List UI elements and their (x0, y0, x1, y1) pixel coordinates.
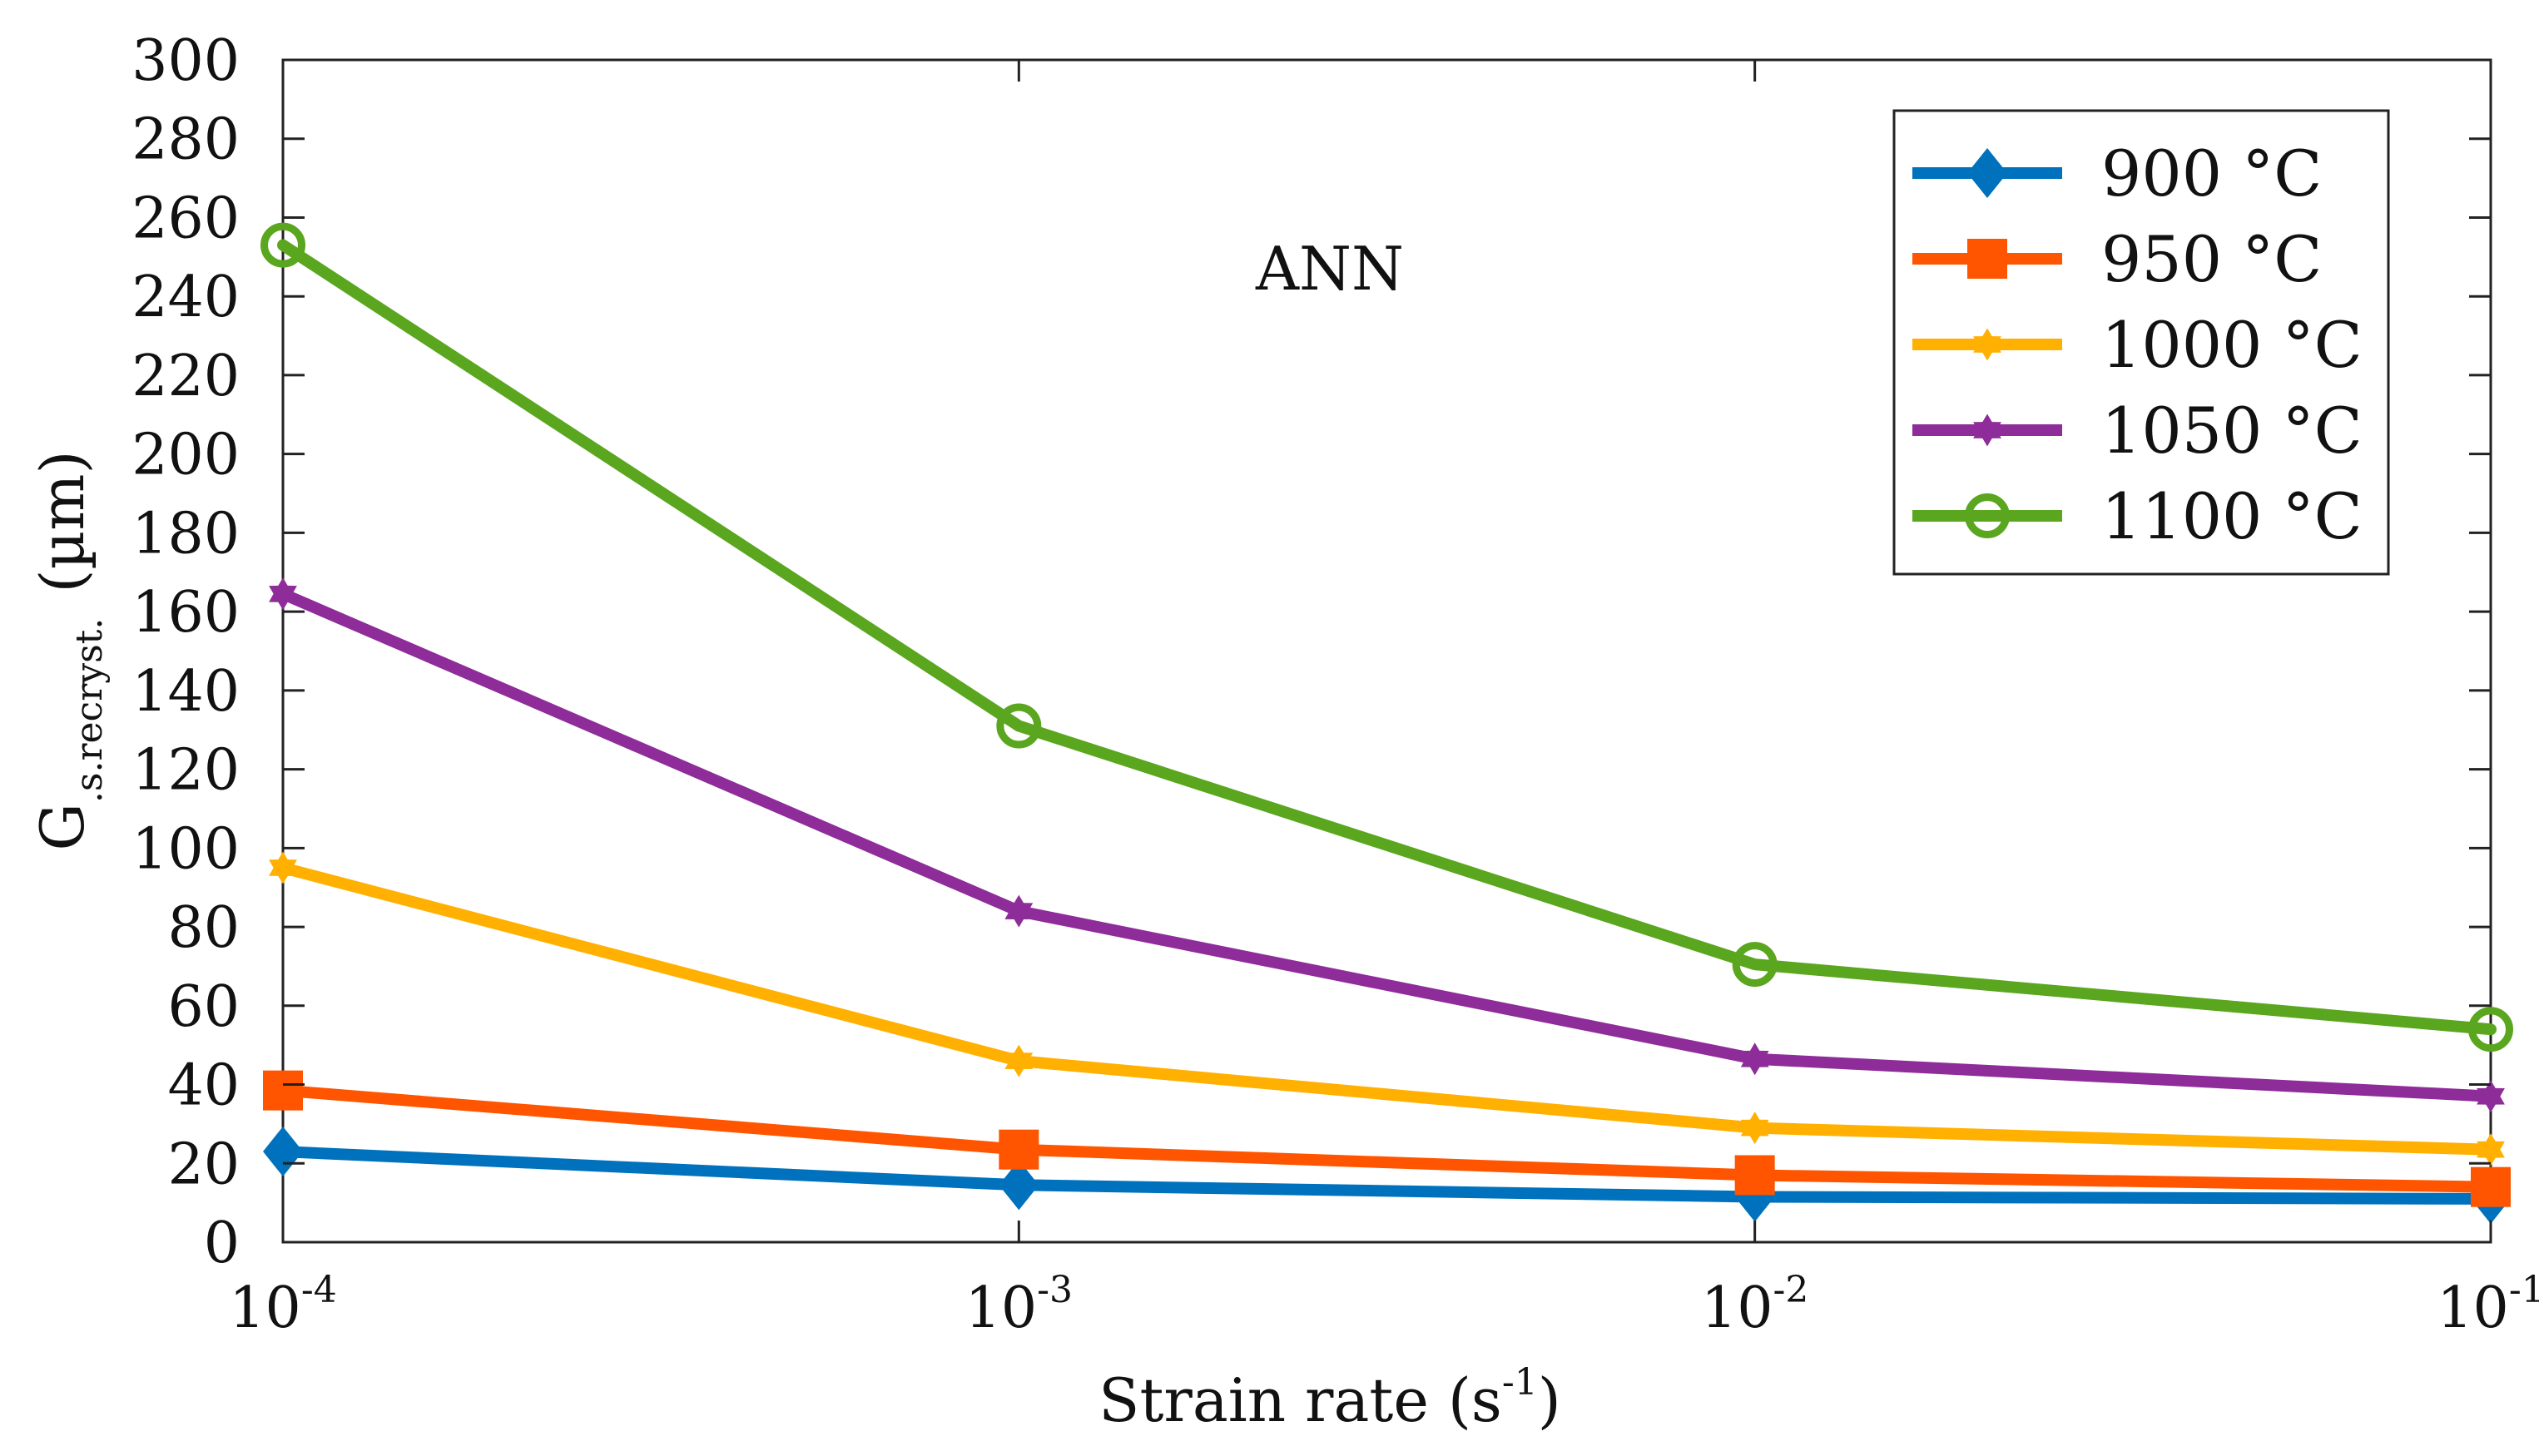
series-point (269, 851, 297, 884)
series-point (996, 703, 1042, 749)
legend: 900 °C 950 °C 1000 °C 1050 °C 1100 °C (1892, 109, 2390, 576)
series-4 (260, 222, 2513, 1052)
y-tick-label: 100 (131, 816, 240, 882)
x-axis-label: Strain rate (s-1) (1098, 1361, 1561, 1435)
y-tick-label: 240 (131, 265, 240, 330)
series-point (999, 1160, 1039, 1211)
y-axis-label-subscript: .s.recryst. (68, 618, 111, 803)
y-tick-label: 0 (204, 1211, 240, 1276)
y-tick-label: 120 (131, 738, 240, 804)
legend-label: 950 °C (2101, 222, 2322, 296)
series-1 (263, 1070, 2511, 1207)
legend-marker (1973, 414, 2001, 447)
plot-area (281, 58, 2492, 1244)
legend-label: 1000 °C (2101, 308, 2363, 382)
y-axis-label: G.s.recryst. (µm) (27, 450, 111, 850)
series-point (263, 1070, 303, 1111)
legend-label: 900 °C (2101, 136, 2322, 210)
y-tick-label: 60 (167, 974, 240, 1040)
y-tick-label: 160 (131, 580, 240, 646)
legend-item: 1100 °C (1912, 479, 2363, 553)
series-line (277, 1084, 2497, 1193)
series-point (1740, 1112, 1769, 1145)
x-axis-label-exponent: -1 (1502, 1361, 1538, 1404)
series-point (2477, 1133, 2505, 1166)
series-line (277, 239, 2497, 1036)
series-layer (260, 222, 2513, 1224)
legend-item: 950 °C (1912, 222, 2322, 296)
series-line (277, 587, 2497, 1102)
annotation-ann: ANN (1255, 234, 1404, 304)
y-tick-label: 260 (131, 186, 240, 251)
y-tick-label: 80 (167, 895, 240, 961)
x-tick-label: 10-2 (1701, 1269, 1808, 1341)
legend-item: 900 °C (1912, 136, 2322, 210)
x-tick-label: 10-1 (2437, 1269, 2539, 1341)
series-point (2477, 1080, 2505, 1113)
series-point (2468, 1007, 2513, 1052)
x-tick-exponent: -4 (301, 1269, 337, 1311)
series-point (263, 1127, 303, 1177)
y-tick-label: 40 (167, 1053, 240, 1119)
x-tick-exponent: -2 (1773, 1269, 1808, 1311)
legend-label: 1050 °C (2101, 394, 2363, 468)
y-axis-label-unit: (µm) (27, 450, 97, 592)
legend-marker (1965, 493, 2010, 538)
x-tick-base: 10 (229, 1275, 301, 1341)
series-point (1734, 1155, 1775, 1196)
legend-marker (1973, 328, 2001, 361)
y-tick-label: 280 (131, 107, 240, 173)
y-axis-label-symbol: G (27, 803, 97, 851)
series-point (260, 222, 305, 268)
series-2 (269, 851, 2505, 1166)
series-point (1004, 1044, 1034, 1077)
y-tick-label: 20 (167, 1132, 240, 1197)
x-tick-exponent: -1 (2509, 1269, 2539, 1311)
x-tick-exponent: -3 (1037, 1269, 1073, 1311)
legend-item: 1050 °C (1912, 394, 2363, 468)
legend-marker (1967, 239, 2007, 279)
x-tick-label: 10-3 (965, 1269, 1073, 1341)
y-tick-label: 300 (131, 28, 240, 94)
legend-label: 1100 °C (2101, 479, 2363, 553)
series-line (277, 1146, 2497, 1205)
legend-item: 1000 °C (1912, 308, 2363, 382)
y-tick-label: 200 (131, 423, 240, 488)
series-point (999, 1129, 1039, 1170)
x-tick-label: 10-4 (229, 1269, 336, 1341)
x-tick-base: 10 (1701, 1275, 1773, 1341)
y-tick-label: 140 (131, 659, 240, 725)
axes-layer: 0 20 40 60 80 100 120 140 160 180 200 220 240 260 280 3… (27, 28, 2539, 1435)
x-axis-label-close: ) (1538, 1365, 1561, 1435)
series-line (277, 862, 2497, 1156)
x-tick-base: 10 (2437, 1275, 2509, 1341)
x-axis-label-text: Strain rate (s (1098, 1365, 1502, 1435)
series-point (1732, 942, 1778, 988)
series-point (2471, 1166, 2511, 1207)
plot-frame (281, 58, 2492, 1244)
series-point (1740, 1042, 1769, 1076)
legend-marker (1967, 148, 2007, 198)
series-point (1004, 894, 1034, 928)
x-tick-base: 10 (965, 1275, 1038, 1341)
y-tick-label: 220 (131, 344, 240, 409)
series-point (269, 577, 297, 611)
y-tick-label: 180 (131, 501, 240, 567)
series-3 (269, 577, 2505, 1113)
